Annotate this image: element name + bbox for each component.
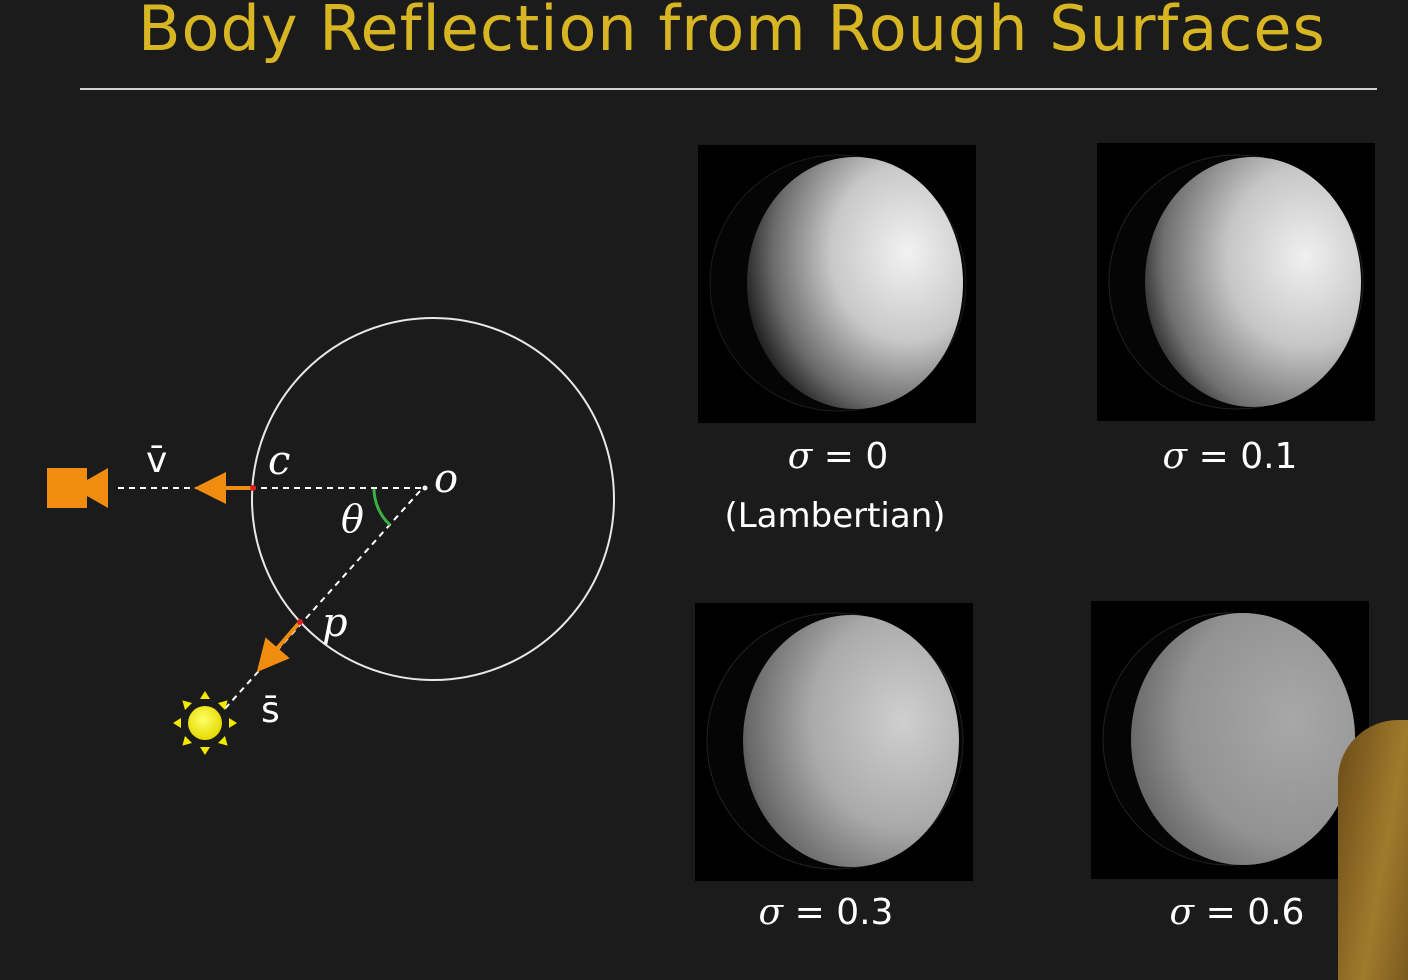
label-p: p	[322, 600, 348, 646]
render-sigma-0.1	[1097, 143, 1375, 421]
caption-sigma-0.1: σ = 0.1	[1130, 436, 1330, 477]
point-c	[250, 485, 256, 491]
sigma-symbol: σ	[1169, 892, 1195, 933]
source-ray-line	[221, 490, 421, 713]
camera-icon	[47, 468, 108, 508]
sigma-symbol: σ	[787, 436, 813, 477]
caption-sigma-0.3: σ = 0.3	[726, 892, 926, 933]
label-s: s̄	[261, 690, 280, 731]
sun-icon	[173, 691, 237, 755]
point-o	[422, 485, 428, 491]
equals-sign: =	[823, 436, 854, 477]
label-v: v̄	[146, 440, 167, 481]
lambertian-note: (Lambertian)	[724, 496, 946, 536]
point-p	[297, 619, 303, 625]
caption-sigma-0.6: σ = 0.6	[1137, 892, 1337, 933]
render-sigma-0.3	[695, 603, 973, 881]
sigma-symbol: σ	[1162, 436, 1188, 477]
label-c: c	[268, 438, 290, 484]
geometry-diagram: v̄ c o θ p s̄	[47, 317, 615, 755]
source-vector-arrow	[256, 621, 301, 673]
label-o: o	[434, 456, 458, 502]
sigma-value: 0.3	[836, 892, 894, 933]
slide-title: Body Reflection from Rough Surfaces	[138, 0, 1326, 65]
sigma-value: 0.6	[1247, 892, 1305, 933]
equals-sign: =	[1205, 892, 1236, 933]
title-divider	[80, 88, 1377, 90]
sigma-symbol: σ	[758, 892, 784, 933]
label-theta: θ	[341, 497, 364, 541]
sigma-value: 0	[865, 436, 889, 477]
presenter-silhouette	[1338, 720, 1408, 980]
theta-angle-arc	[372, 488, 392, 527]
sphere-outline	[251, 317, 615, 681]
caption-sigma-0: σ = 0	[738, 436, 938, 477]
render-sigma-0.6	[1091, 601, 1369, 879]
equals-sign: =	[1198, 436, 1229, 477]
sigma-value: 0.1	[1240, 436, 1298, 477]
render-sigma-0	[698, 145, 976, 423]
equals-sign: =	[794, 892, 825, 933]
